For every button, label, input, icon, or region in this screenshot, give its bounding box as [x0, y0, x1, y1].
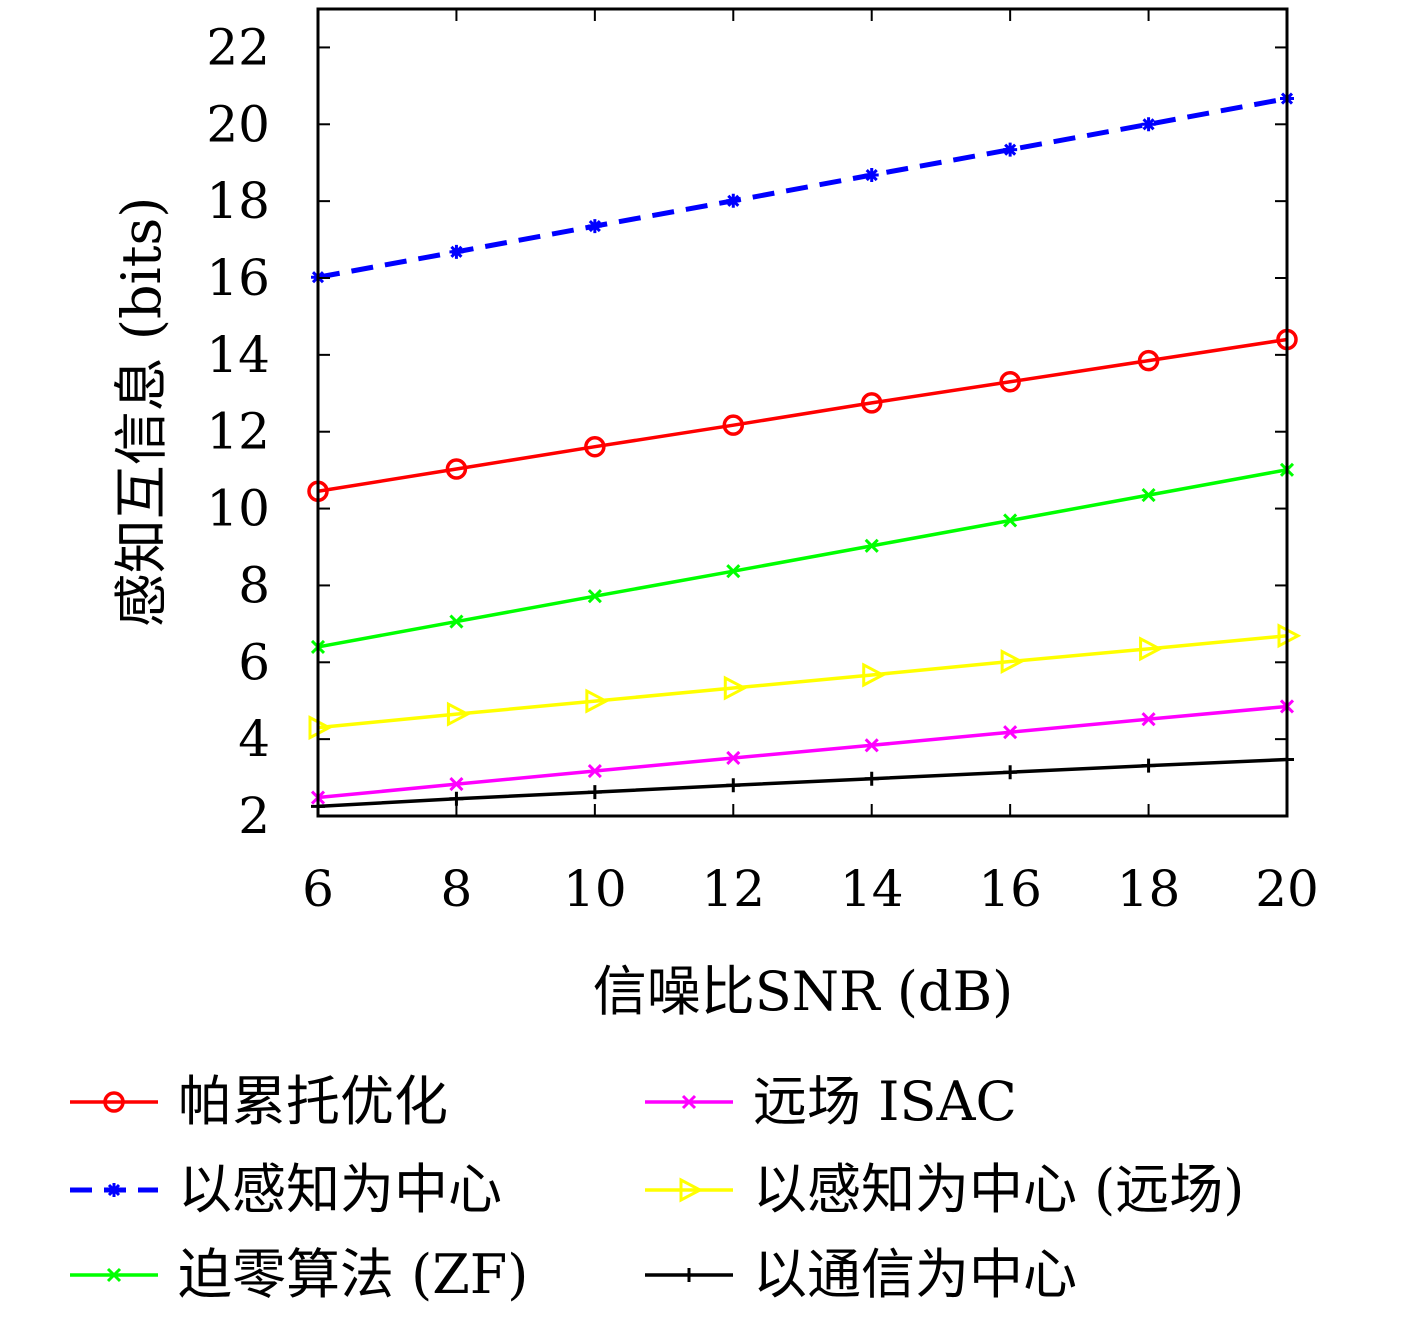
x-tick-label: 16 — [978, 860, 1042, 918]
data-point — [862, 662, 886, 688]
data-point — [1141, 712, 1156, 727]
data-point — [587, 589, 602, 604]
data-point — [723, 675, 748, 701]
data-point — [449, 244, 464, 259]
legend-label: 远场 ISAC — [753, 1070, 1017, 1133]
y-tick-label: 6 — [238, 633, 270, 691]
data-point — [864, 771, 879, 786]
data-point — [864, 168, 879, 183]
data-point — [726, 778, 741, 793]
legend-item-0: 帕累托优化 — [70, 1070, 448, 1133]
data-point — [445, 458, 468, 480]
data-point — [449, 777, 464, 792]
data-point — [1003, 142, 1018, 157]
data-point — [446, 701, 471, 727]
legend-item-4: 以感知为中心 (远场) — [645, 1158, 1244, 1221]
data-point — [1137, 349, 1160, 372]
axes: 6 8 10 12 14 16 18 20 2 4 6 8 10 12 14 16 18 20 22 — [206, 7, 1319, 918]
series-1 — [311, 91, 1294, 285]
plot-frame — [316, 7, 1289, 818]
x-axis-label: 信噪比SNR (dB) — [593, 960, 1013, 1023]
y-tick-label: 2 — [238, 787, 270, 845]
data-point — [1000, 649, 1025, 675]
y-axis-label: 感知互信息 (bits) — [110, 197, 173, 628]
plot-area — [307, 91, 1302, 814]
data-point — [999, 371, 1021, 393]
legend-label: 迫零算法 (ZF) — [178, 1243, 528, 1306]
legend-item-5: 以通信为中心 — [645, 1243, 1077, 1306]
data-point — [587, 219, 602, 234]
series-2 — [310, 462, 1295, 654]
data-point — [726, 564, 741, 579]
data-point — [1003, 513, 1018, 528]
x-tick-label: 12 — [701, 860, 765, 918]
y-tick-label: 14 — [206, 326, 270, 384]
legend-label: 以感知为中心 (远场) — [753, 1158, 1244, 1221]
data-point — [726, 750, 741, 766]
data-point — [864, 738, 879, 753]
y-tick-label: 22 — [206, 18, 270, 76]
x-tick-label: 8 — [441, 860, 473, 918]
y-tick-label: 10 — [206, 480, 270, 538]
data-point — [587, 763, 602, 779]
data-point — [587, 785, 602, 800]
data-point — [722, 414, 745, 436]
legend-marker — [103, 1091, 125, 1113]
y-tick-label: 8 — [238, 556, 270, 614]
data-point — [584, 435, 606, 458]
y-tick-label: 20 — [206, 95, 270, 153]
data-point — [1139, 636, 1163, 662]
x-tick-label: 18 — [1117, 860, 1181, 918]
data-point — [1141, 758, 1156, 773]
series-line — [317, 634, 1288, 730]
series-line — [317, 704, 1288, 800]
data-point — [585, 688, 610, 714]
legend-item-2: 迫零算法 (ZF) — [70, 1243, 528, 1306]
data-point — [1003, 725, 1018, 740]
data-point — [449, 614, 464, 629]
y-tick-label: 12 — [206, 403, 270, 461]
legend-marker — [682, 1268, 696, 1282]
x-tick-label: 20 — [1255, 860, 1319, 918]
legend-marker — [107, 1183, 121, 1197]
x-tick-label: 6 — [302, 860, 334, 918]
x-tick-label: 14 — [840, 860, 904, 918]
series-0 — [307, 328, 1298, 503]
legend-label: 帕累托优化 — [178, 1070, 448, 1133]
legend-item-1: 以感知为中心 — [70, 1158, 502, 1221]
data-point — [1003, 765, 1018, 780]
series-5 — [311, 752, 1294, 814]
data-point — [1141, 117, 1156, 132]
series-line — [317, 96, 1288, 280]
data-point — [860, 392, 883, 414]
y-tick-label: 16 — [206, 249, 270, 307]
data-point — [864, 538, 879, 553]
x-tick-label: 10 — [563, 860, 627, 918]
data-point — [1141, 488, 1156, 503]
legend-item-3: 远场 ISAC — [645, 1070, 1017, 1133]
legend: 帕累托优化 远场 ISAC 以感知为中心 以感知为中心 (远场) 迫零算法 (ZF) 以通… — [70, 1070, 1244, 1306]
series-3 — [310, 699, 1295, 805]
legend-marker — [681, 1094, 697, 1110]
legend-marker — [106, 1267, 122, 1283]
series-line — [317, 337, 1288, 494]
y-tick-label: 18 — [206, 172, 270, 230]
y-tick-label: 4 — [238, 710, 270, 768]
legend-label: 以感知为中心 — [178, 1158, 502, 1221]
data-point — [726, 193, 741, 208]
series-line — [317, 468, 1288, 649]
series-line — [317, 757, 1288, 809]
data-point — [449, 791, 464, 806]
legend-label: 以通信为中心 — [753, 1243, 1077, 1306]
legend-marker — [679, 1177, 704, 1203]
